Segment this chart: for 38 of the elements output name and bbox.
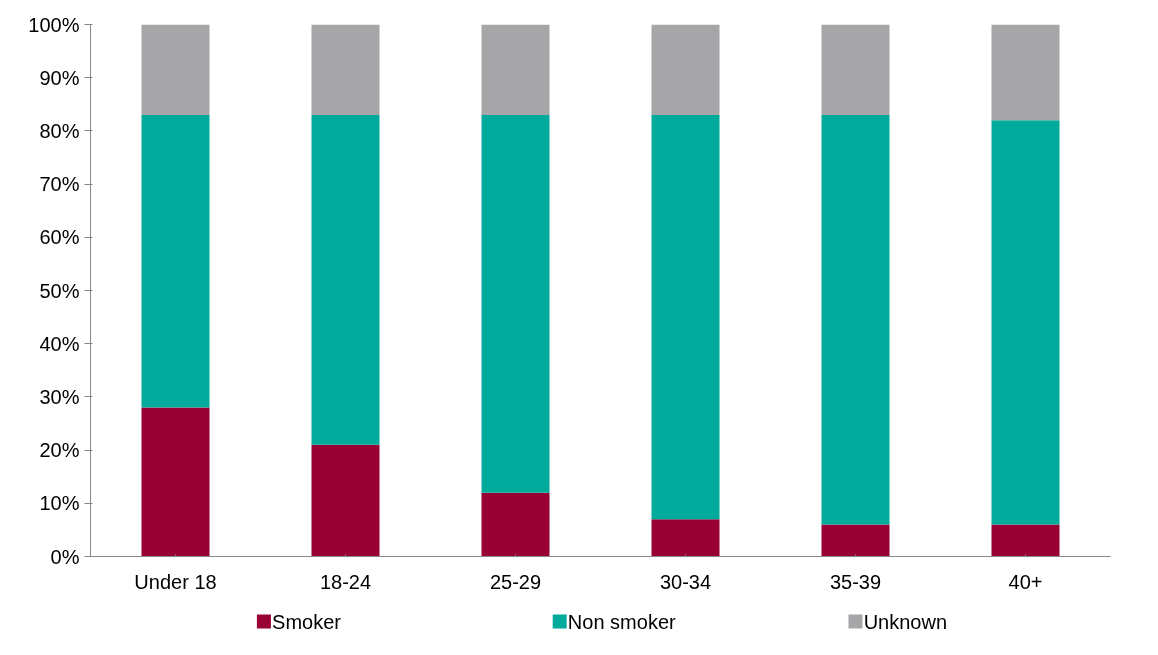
y-tick-label: 100% <box>28 13 80 36</box>
y-tick-label: 0% <box>50 545 80 568</box>
x-tick-label: Under 18 <box>134 570 217 593</box>
y-tick-label: 70% <box>39 173 80 196</box>
bar <box>141 407 210 557</box>
bar <box>821 24 890 115</box>
y-tick-label: 10% <box>39 492 80 515</box>
bar <box>821 524 890 557</box>
bar <box>821 114 890 525</box>
legend-label: Non smoker <box>567 610 677 633</box>
x-tick-label: 35-39 <box>829 570 882 593</box>
y-tick-label: 60% <box>39 226 80 249</box>
bar <box>651 24 720 115</box>
x-tick-label: 40+ <box>1008 570 1043 593</box>
bar <box>481 492 550 557</box>
bar <box>311 114 380 445</box>
y-tick-label: 20% <box>39 439 80 462</box>
bar <box>991 24 1060 121</box>
bar <box>311 444 380 557</box>
y-tick-label: 80% <box>39 119 80 142</box>
bar <box>651 114 720 520</box>
bar <box>141 24 210 115</box>
y-tick-label: 90% <box>39 66 80 89</box>
y-tick-label: 40% <box>39 332 80 355</box>
bar <box>651 519 720 557</box>
bar <box>141 114 210 408</box>
bar <box>991 524 1060 557</box>
legend-label: Unknown <box>863 610 948 633</box>
x-tick-label: 25-29 <box>489 570 542 593</box>
bar <box>481 114 550 493</box>
x-tick-label: 30-34 <box>659 570 712 593</box>
bar <box>311 24 380 115</box>
y-tick-label: 50% <box>39 279 80 302</box>
bar <box>481 24 550 115</box>
bar <box>991 120 1060 525</box>
x-tick-label: 18-24 <box>319 570 372 593</box>
legend-label: Smoker <box>272 610 342 633</box>
y-tick-label: 30% <box>39 385 80 408</box>
